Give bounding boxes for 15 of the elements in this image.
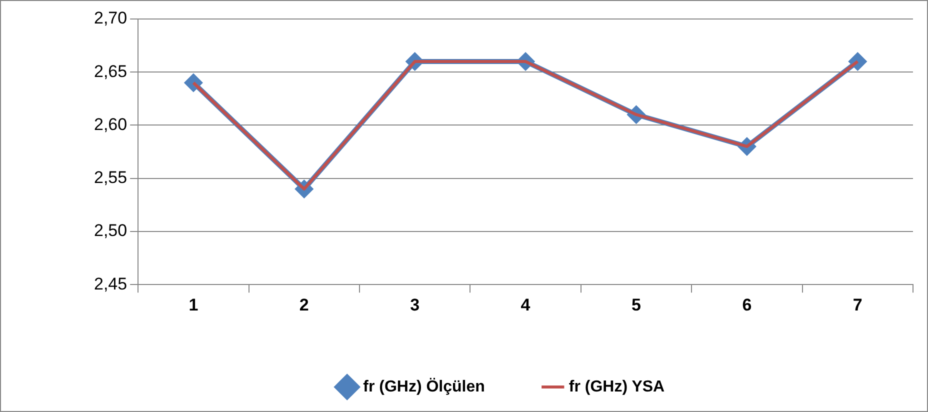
x-tick-label: 3 — [410, 295, 420, 314]
x-tick-label: 6 — [742, 295, 752, 314]
x-tick-label: 2 — [299, 295, 309, 314]
y-tick-label: 2,55 — [94, 168, 128, 188]
y-tick-label: 2,50 — [94, 221, 128, 240]
y-tick-label: 2,70 — [94, 8, 128, 28]
y-tick-label: 2,60 — [94, 114, 128, 134]
x-tick-label: 1 — [188, 295, 198, 314]
x-tick-label: 5 — [632, 295, 641, 314]
x-tick-label: 7 — [852, 295, 862, 314]
legend-label: fr (GHz) YSA — [568, 378, 666, 396]
legend-label: fr (GHz) Ölçülen — [363, 377, 485, 396]
y-tick-label: 2,65 — [94, 62, 128, 81]
x-tick-label: 4 — [520, 295, 531, 314]
y-tick-label: 2,45 — [94, 274, 128, 294]
